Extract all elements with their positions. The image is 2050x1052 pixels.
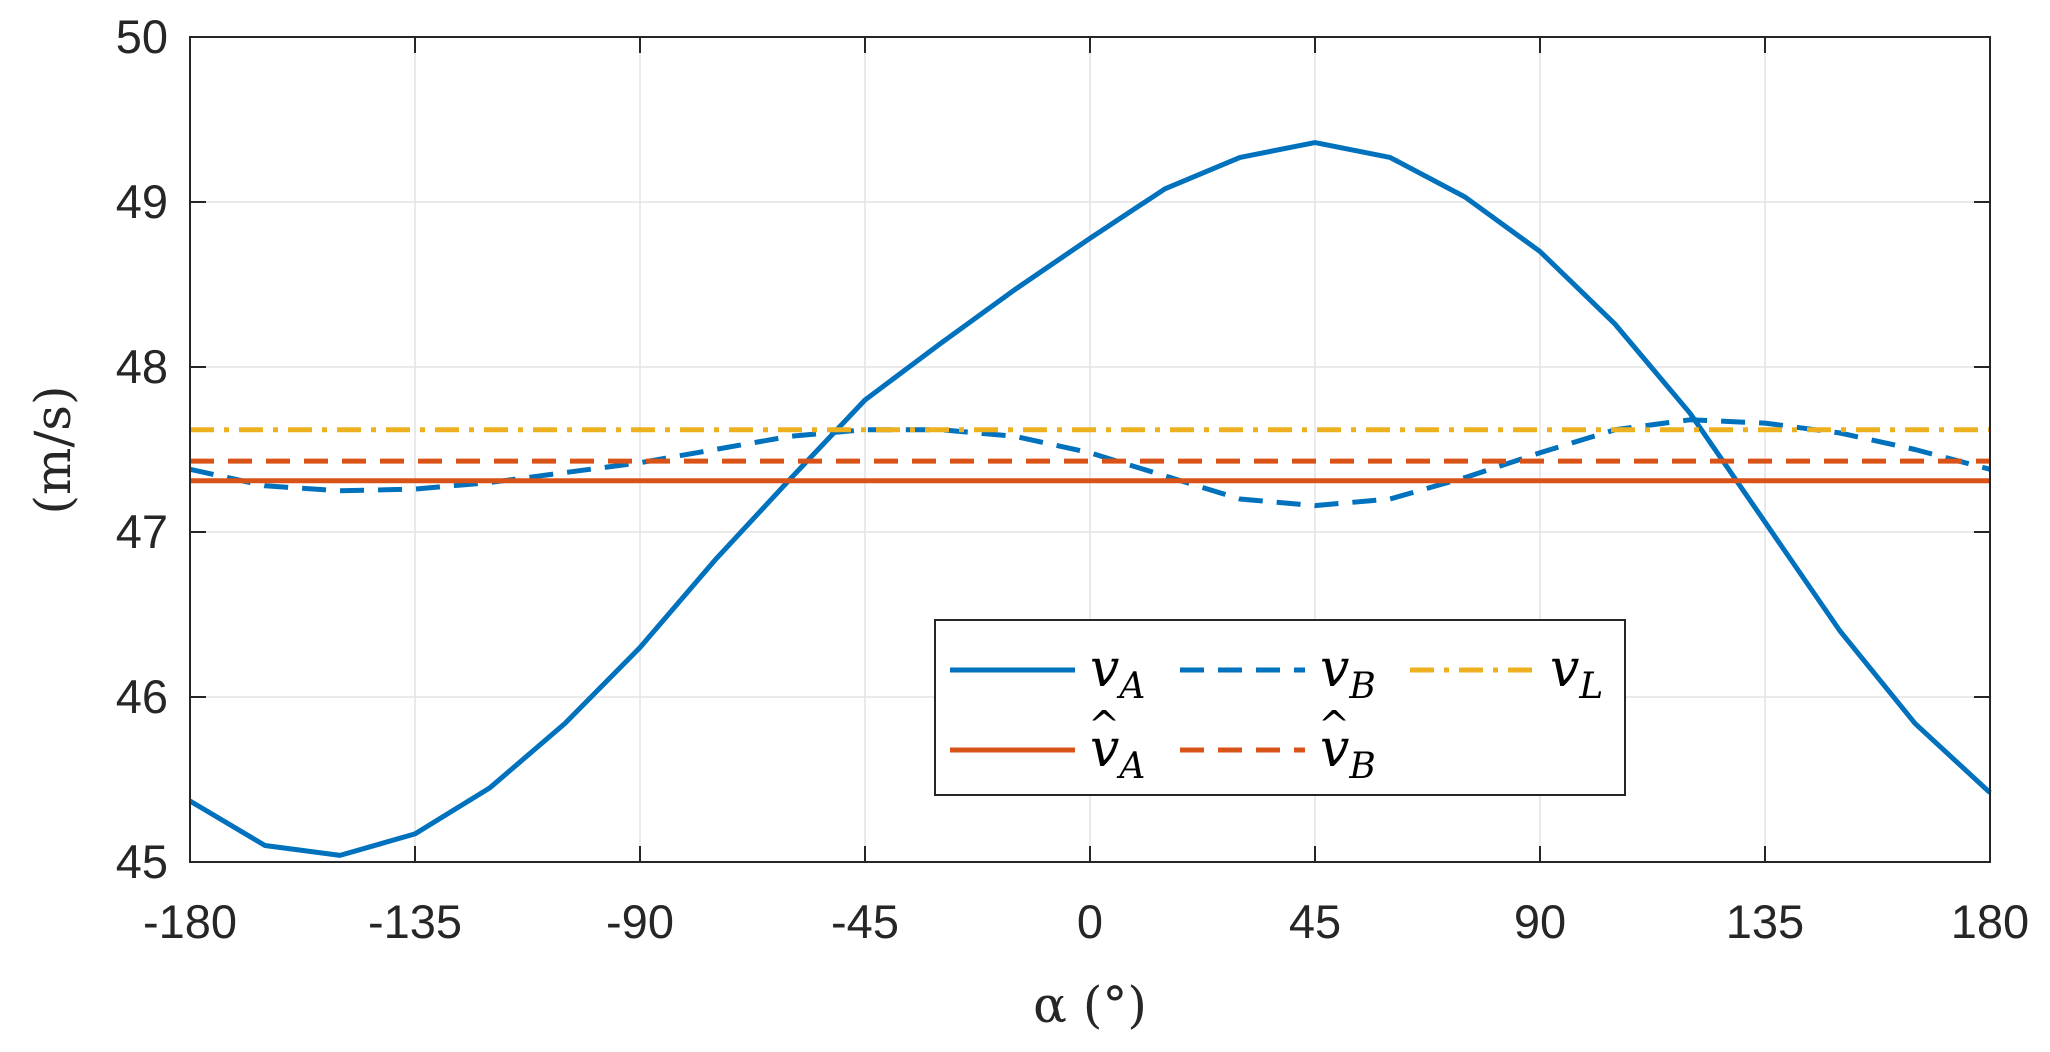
x-tick-label: 90 (1514, 895, 1566, 948)
x-axis-label: α (°) (1033, 976, 1147, 1034)
x-tick-labels: -180 -135 -90 -45 0 45 90 135 180 (143, 895, 2029, 948)
legend-box (934, 619, 1626, 796)
legend-label: vA (1090, 639, 1145, 707)
y-tick-label: 45 (116, 835, 168, 888)
series-lines (188, 140, 1992, 858)
series-line-v_B (189, 417, 1991, 509)
x-tick-label: 0 (1077, 895, 1103, 948)
x-tick-label: 45 (1289, 895, 1341, 948)
legend-hat: ^ (1088, 703, 1120, 747)
y-tick-label: 50 (116, 10, 168, 63)
y-tick-label: 49 (116, 175, 168, 228)
axes (189, 36, 1991, 863)
x-tick-label: -135 (368, 895, 462, 948)
legend-hat: ^ (1318, 703, 1350, 747)
x-tick-label: 135 (1726, 895, 1804, 948)
series-line-v_A (188, 140, 1992, 858)
y-tick-label: 47 (116, 505, 168, 558)
x-tick-label: -180 (143, 895, 237, 948)
x-tick-label: -90 (606, 895, 674, 948)
y-axis-label: (m/s) (24, 386, 82, 515)
x-tick-label: -45 (831, 895, 899, 948)
y-tick-label: 46 (116, 670, 168, 723)
y-tick-label: 48 (116, 340, 168, 393)
y-tick-labels: 45 46 47 48 49 50 (116, 10, 168, 888)
x-tick-label: 180 (1951, 895, 2029, 948)
